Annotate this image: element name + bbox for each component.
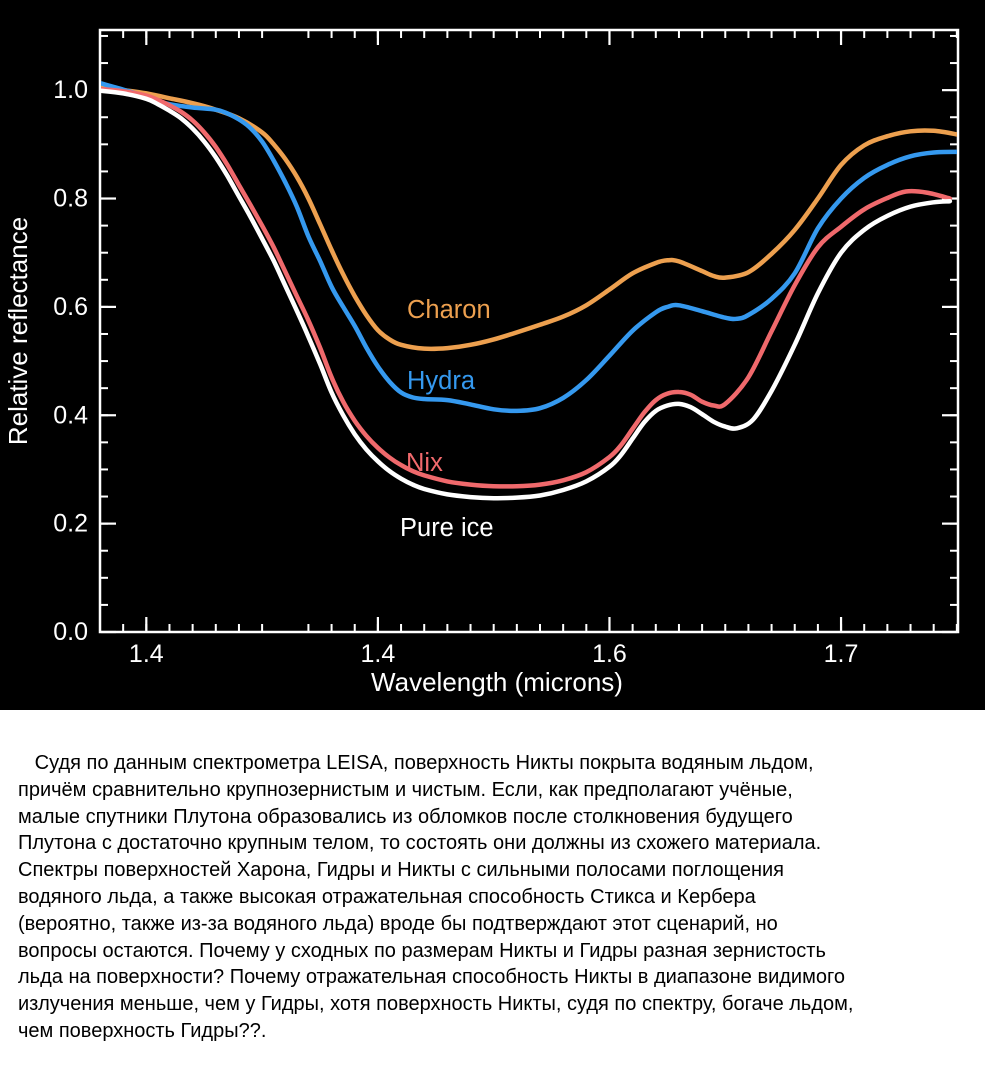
y-tick-label: 0.4: [53, 401, 88, 429]
caption: Судя по данным спектрометра LEISA, повер…: [0, 710, 985, 1045]
nix-curve: [101, 86, 953, 489]
chart-background: [0, 0, 985, 710]
hydra-curve: [101, 81, 957, 414]
hydra-label: Hydra: [407, 367, 476, 395]
nix-label: Nix: [406, 449, 443, 477]
x-tick-label: 1.4: [129, 640, 164, 668]
caption-line: чем поверхность Гидры??.: [18, 1019, 267, 1042]
caption-line: (вероятно, также из-за водяного льда) вр…: [18, 912, 778, 935]
caption-line: вопросы остаются. Почему у сходных по ра…: [18, 939, 826, 962]
y-axis-title: Relative reflectance: [3, 217, 33, 445]
reflectance-spectra-chart: 1.4 1.4 1.6 1.7 0.0 0.2 0.4 0.6 0.8 1.0 Wavelength…: [0, 0, 985, 710]
pure-ice-curve: [101, 88, 953, 501]
caption-line: излучения меньше, чем у Гидры, хотя пове…: [18, 993, 854, 1016]
caption-line: малые спутники Плутона образовались из о…: [18, 805, 793, 828]
x-tick-label: 1.7: [824, 640, 859, 668]
y-tick-label: 0.6: [53, 293, 88, 321]
caption-line: льда на поверхности? Почему отражательна…: [18, 966, 845, 989]
y-tick-label: 0.0: [53, 618, 88, 646]
x-tick-label: 1.6: [592, 640, 627, 668]
pure-ice-label: Pure ice: [400, 514, 494, 542]
y-tick-label: 0.2: [53, 510, 88, 538]
y-tick-label: 1.0: [53, 76, 88, 104]
caption-line: Спектры поверхностей Харона, Гидры и Ник…: [18, 859, 784, 882]
x-axis-title: Wavelength (microns): [371, 667, 623, 697]
charon-curve: [101, 85, 957, 352]
plot-frame: [98, 28, 960, 634]
charon-label: Charon: [407, 296, 491, 324]
x-tick-label: 1.4: [361, 640, 396, 668]
reflectance-spectra-figure: 1.4 1.4 1.6 1.7 0.0 0.2 0.4 0.6 0.8 1.0 Wavelength…: [0, 0, 985, 710]
caption-line: водяного льда, а также высокая отражател…: [18, 885, 756, 908]
y-tick-label: 0.8: [53, 185, 88, 213]
caption-line: Плутона с достаточно крупным телом, то с…: [18, 832, 822, 855]
caption-line: Судя по данным спектрометра LEISA, повер…: [18, 752, 814, 774]
series-group: [101, 81, 957, 501]
caption-line: причём сравнительно крупнозернистым и чи…: [18, 778, 793, 801]
